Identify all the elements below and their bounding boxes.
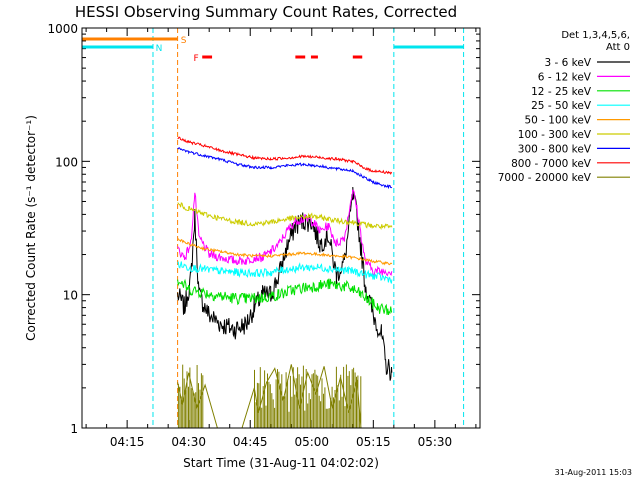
legend-entry-label: 300 - 800 keV [518,143,592,155]
flag-group: S N F [82,36,464,64]
series-line [177,146,393,190]
series-line [177,278,393,316]
legend-entry-label: 25 - 50 keV [531,100,592,112]
legend-header: Det 1,3,4,5,6, [561,30,630,41]
axes-group: 1 10 100 1000 04:15 04:30 04:45 05:00 05:15 05:30 [47,22,480,449]
chart-title: HESSI Observing Summary Count Rates, Cor… [75,3,457,21]
series-line [177,136,393,175]
legend: Det 1,3,4,5,6, Att 0 3 - 6 keV 6 - 12 keV… [498,30,630,184]
x-tick-label: 04:45 [233,435,268,449]
y-tick-label: 10 [63,289,78,303]
date-stamp: 31-Aug-2011 15:03 [554,468,632,477]
legend-entry-label: 7000 - 20000 keV [498,172,592,184]
x-tick-label: 05:30 [418,435,453,449]
legend-entry-label: 6 - 12 keV [538,71,592,83]
y-tick-label: 1000 [47,22,78,36]
legend-entry-label: 800 - 7000 keV [511,158,592,170]
series-line [177,189,393,277]
x-axis-label: Start Time (31-Aug-11 04:02:02) [183,456,379,470]
legend-entry-label: 50 - 100 keV [524,115,591,127]
legend-subheader: Att 0 [606,42,630,53]
series-line [177,364,392,429]
flag-label: N [156,44,163,54]
y-axis-label: Corrected Count Rate (s⁻¹ detector⁻¹) [24,115,38,341]
series-line [177,261,393,284]
flag-label: S [181,36,187,46]
legend-entry-label: 12 - 25 keV [531,86,592,98]
y-tick-label: 1 [70,422,78,436]
series-line [177,202,393,230]
legend-entry-label: 3 - 6 keV [544,57,591,69]
series-line [177,186,393,381]
series-line [177,238,393,266]
x-tick-label: 04:15 [110,435,145,449]
x-tick-label: 05:00 [294,435,329,449]
y-tick-label: 100 [55,155,78,169]
vertical-markers [152,28,465,428]
series-group [177,136,393,429]
plot-frame [81,27,481,429]
legend-entry-label: 100 - 300 keV [518,129,592,141]
x-tick-label: 04:30 [171,435,206,449]
flag-label: F [193,54,198,64]
x-tick-label: 05:15 [356,435,391,449]
